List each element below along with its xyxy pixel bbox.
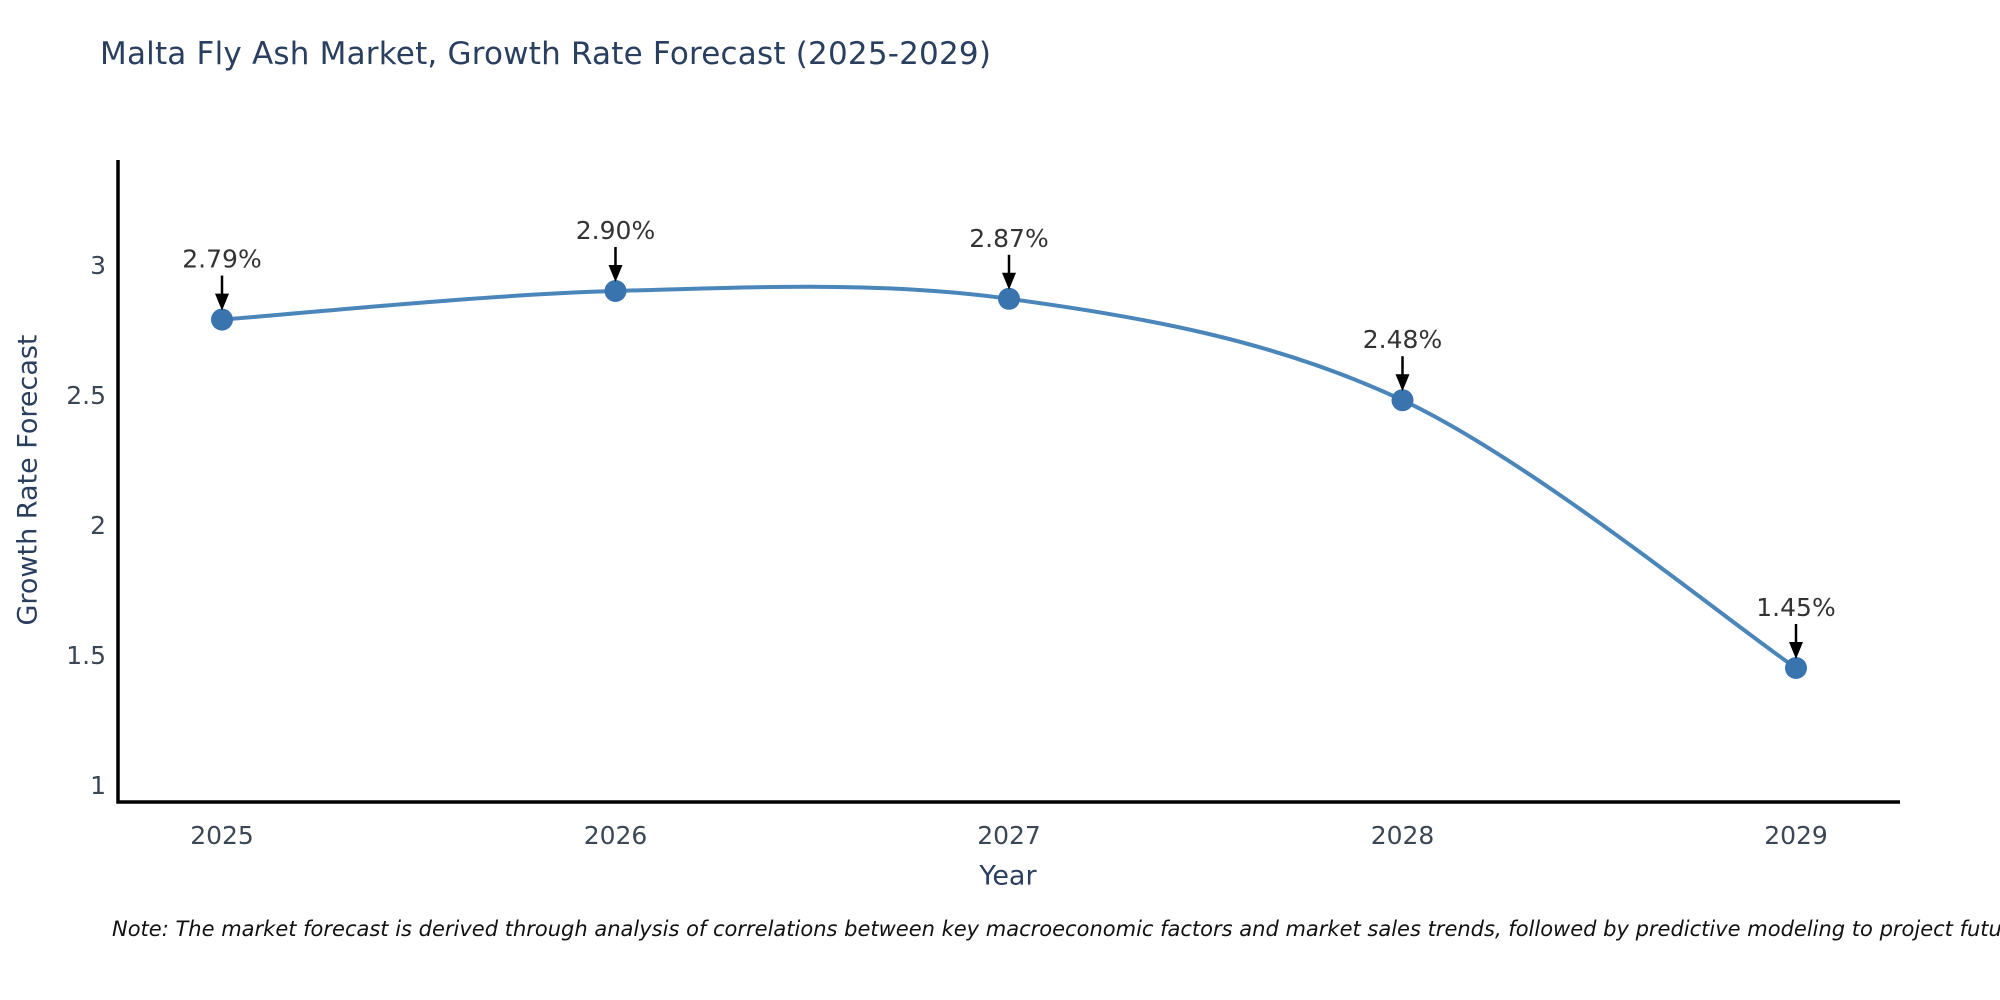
x-tick-label: 2028	[1371, 821, 1435, 850]
y-tick-label: 2.5	[66, 381, 106, 410]
annotation-arrowhead-icon	[608, 265, 623, 282]
data-point-marker	[211, 308, 233, 331]
x-tick-label: 2027	[977, 821, 1041, 850]
footnote: Note: The market forecast is derived thr…	[112, 917, 2000, 941]
data-point-marker	[1785, 657, 1807, 679]
annotation-arrowhead-icon	[1789, 642, 1803, 659]
axis-spines	[116, 160, 1900, 804]
data-point-marker	[1391, 389, 1414, 412]
growth-rate-series	[211, 280, 1807, 679]
axes	[116, 160, 1900, 804]
y-axis-title: Growth Rate Forecast	[12, 334, 44, 626]
annotation-arrowhead-icon	[215, 293, 229, 311]
chart-title: Malta Fly Ash Market, Growth Rate Foreca…	[100, 36, 992, 72]
data-point-value-label: 2.48%	[1363, 325, 1442, 354]
data-point-value-label: 1.45%	[1756, 593, 1835, 622]
x-tick-label: 2026	[584, 821, 648, 850]
data-point-value-label: 2.87%	[969, 224, 1048, 253]
data-point-value-label: 2.90%	[576, 216, 655, 245]
y-tick-label: 3	[90, 251, 106, 280]
y-tick-label: 2	[90, 511, 106, 540]
x-tick-label: 2029	[1764, 821, 1828, 850]
y-tick-label: 1.5	[66, 641, 106, 670]
data-point-annotations: 2.79% 2.90% 2.87% 2.48% 1.45%	[182, 216, 1836, 659]
annotation-arrowhead-icon	[1002, 272, 1016, 290]
data-point-marker	[998, 287, 1020, 310]
y-tick-label: 1	[90, 771, 106, 800]
data-point-marker	[604, 280, 627, 302]
annotation-arrowhead-icon	[1395, 374, 1410, 392]
x-axis-title: Year	[979, 860, 1037, 892]
forecast-line	[221, 284, 1798, 670]
axis-tick-labels: 1 1.5 2 2.5 3 2025 2026 2027 2028 2029	[66, 251, 1828, 850]
data-point-value-label: 2.79%	[182, 245, 261, 274]
x-tick-label: 2025	[190, 821, 254, 850]
